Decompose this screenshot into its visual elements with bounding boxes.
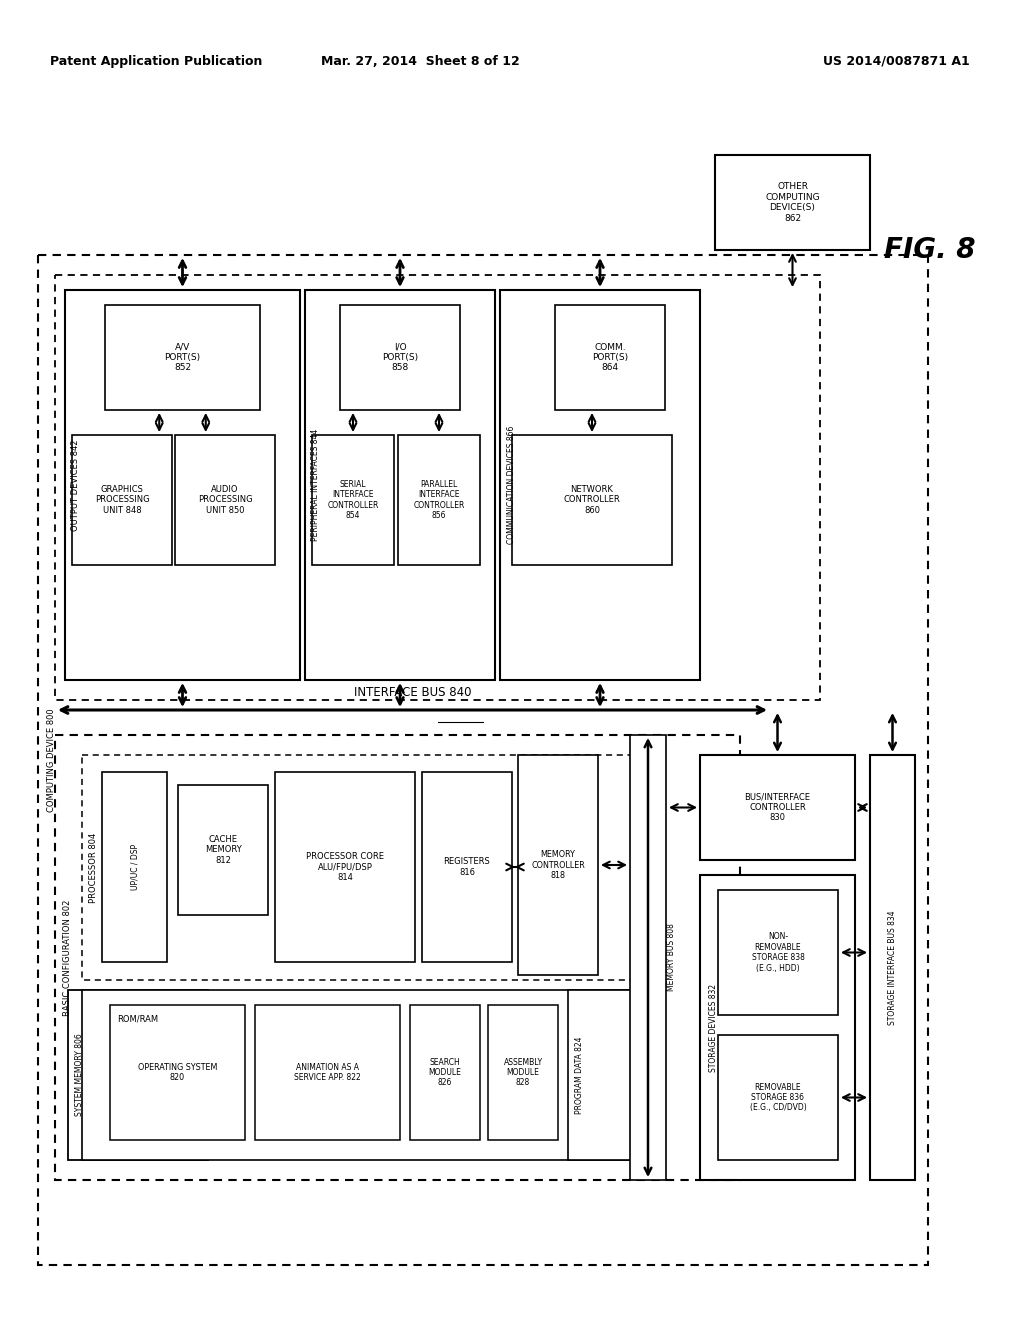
- Text: PARALLEL
INTERFACE
CONTROLLER
856: PARALLEL INTERFACE CONTROLLER 856: [414, 480, 465, 520]
- Text: ROM/RAM: ROM/RAM: [118, 1015, 159, 1024]
- Bar: [568, 990, 663, 1160]
- Bar: [55, 735, 740, 1180]
- Text: REMOVABLE
STORAGE 836
(E.G., CD/DVD): REMOVABLE STORAGE 836 (E.G., CD/DVD): [750, 1082, 806, 1113]
- Bar: [518, 755, 598, 975]
- Bar: [65, 290, 300, 680]
- Text: PROCESSOR CORE
ALU/FPU/DSP
814: PROCESSOR CORE ALU/FPU/DSP 814: [306, 853, 384, 882]
- Text: BUS/INTERFACE
CONTROLLER
830: BUS/INTERFACE CONTROLLER 830: [744, 792, 811, 822]
- Bar: [410, 1005, 480, 1140]
- Bar: [105, 305, 260, 411]
- Text: UP/UC / DSP: UP/UC / DSP: [130, 843, 139, 890]
- Bar: [68, 990, 208, 1160]
- Text: Mar. 27, 2014  Sheet 8 of 12: Mar. 27, 2014 Sheet 8 of 12: [321, 55, 519, 69]
- Bar: [82, 755, 642, 979]
- Text: I/O
PORT(S)
858: I/O PORT(S) 858: [382, 343, 418, 372]
- Text: COMPUTING DEVICE 800: COMPUTING DEVICE 800: [46, 709, 55, 812]
- Bar: [110, 1005, 245, 1140]
- Text: STORAGE INTERFACE BUS 834: STORAGE INTERFACE BUS 834: [888, 911, 897, 1024]
- Text: CACHE
MEMORY
812: CACHE MEMORY 812: [205, 836, 242, 865]
- Text: COMMUNICATION DEVICES 866: COMMUNICATION DEVICES 866: [507, 426, 515, 544]
- Bar: [398, 436, 480, 565]
- Bar: [82, 990, 642, 1160]
- Bar: [718, 1035, 838, 1160]
- Text: MEMORY BUS 808: MEMORY BUS 808: [667, 924, 676, 991]
- Text: COMM.
PORT(S)
864: COMM. PORT(S) 864: [592, 343, 628, 372]
- Text: PERIPHERAL INTERFACES 844: PERIPHERAL INTERFACES 844: [311, 429, 321, 541]
- Bar: [718, 890, 838, 1015]
- Text: BASIC CONFIGURATION 802: BASIC CONFIGURATION 802: [63, 899, 73, 1015]
- Bar: [555, 305, 665, 411]
- Bar: [178, 785, 268, 915]
- Bar: [312, 436, 394, 565]
- Bar: [700, 755, 855, 861]
- Text: NON-
REMOVABLE
STORAGE 838
(E.G., HDD): NON- REMOVABLE STORAGE 838 (E.G., HDD): [752, 932, 805, 973]
- Bar: [175, 436, 275, 565]
- Text: SYSTEM MEMORY 806: SYSTEM MEMORY 806: [76, 1034, 85, 1117]
- Text: FIG. 8: FIG. 8: [885, 236, 976, 264]
- Text: NETWORK
CONTROLLER
860: NETWORK CONTROLLER 860: [563, 486, 621, 515]
- Text: GRAPHICS
PROCESSING
UNIT 848: GRAPHICS PROCESSING UNIT 848: [94, 486, 150, 515]
- Bar: [488, 1005, 558, 1140]
- Bar: [870, 755, 915, 1180]
- Bar: [275, 772, 415, 962]
- Text: Patent Application Publication: Patent Application Publication: [50, 55, 262, 69]
- Text: INTERFACE BUS 840: INTERFACE BUS 840: [353, 685, 471, 698]
- Bar: [700, 875, 855, 1180]
- Text: OUTPUT DEVICES 842: OUTPUT DEVICES 842: [72, 440, 81, 531]
- Text: ANIMATION AS A
SERVICE APP. 822: ANIMATION AS A SERVICE APP. 822: [294, 1063, 360, 1082]
- Text: ASSEMBLY
MODULE
828: ASSEMBLY MODULE 828: [504, 1057, 543, 1088]
- Bar: [55, 275, 820, 700]
- Bar: [340, 305, 460, 411]
- Text: AUDIO
PROCESSING
UNIT 850: AUDIO PROCESSING UNIT 850: [198, 486, 252, 515]
- Bar: [255, 1005, 400, 1140]
- Bar: [715, 154, 870, 249]
- Text: SERIAL
INTERFACE
CONTROLLER
854: SERIAL INTERFACE CONTROLLER 854: [328, 480, 379, 520]
- Text: A/V
PORT(S)
852: A/V PORT(S) 852: [165, 343, 201, 372]
- Bar: [512, 436, 672, 565]
- Text: MEMORY
CONTROLLER
818: MEMORY CONTROLLER 818: [531, 850, 585, 880]
- Text: REGISTERS
816: REGISTERS 816: [443, 857, 490, 876]
- Text: OPERATING SYSTEM
820: OPERATING SYSTEM 820: [138, 1063, 217, 1082]
- Bar: [305, 290, 495, 680]
- Text: SEARCH
MODULE
826: SEARCH MODULE 826: [429, 1057, 462, 1088]
- Bar: [72, 436, 172, 565]
- Bar: [102, 772, 167, 962]
- Bar: [422, 772, 512, 962]
- Bar: [38, 255, 928, 1265]
- Text: PROGRAM DATA 824: PROGRAM DATA 824: [575, 1036, 585, 1114]
- Bar: [630, 735, 666, 1180]
- Text: STORAGE DEVICES 832: STORAGE DEVICES 832: [709, 983, 718, 1072]
- Bar: [500, 290, 700, 680]
- Text: US 2014/0087871 A1: US 2014/0087871 A1: [823, 55, 970, 69]
- Text: PROCESSOR 804: PROCESSOR 804: [89, 833, 98, 903]
- Text: OTHER
COMPUTING
DEVICE(S)
862: OTHER COMPUTING DEVICE(S) 862: [765, 182, 820, 223]
